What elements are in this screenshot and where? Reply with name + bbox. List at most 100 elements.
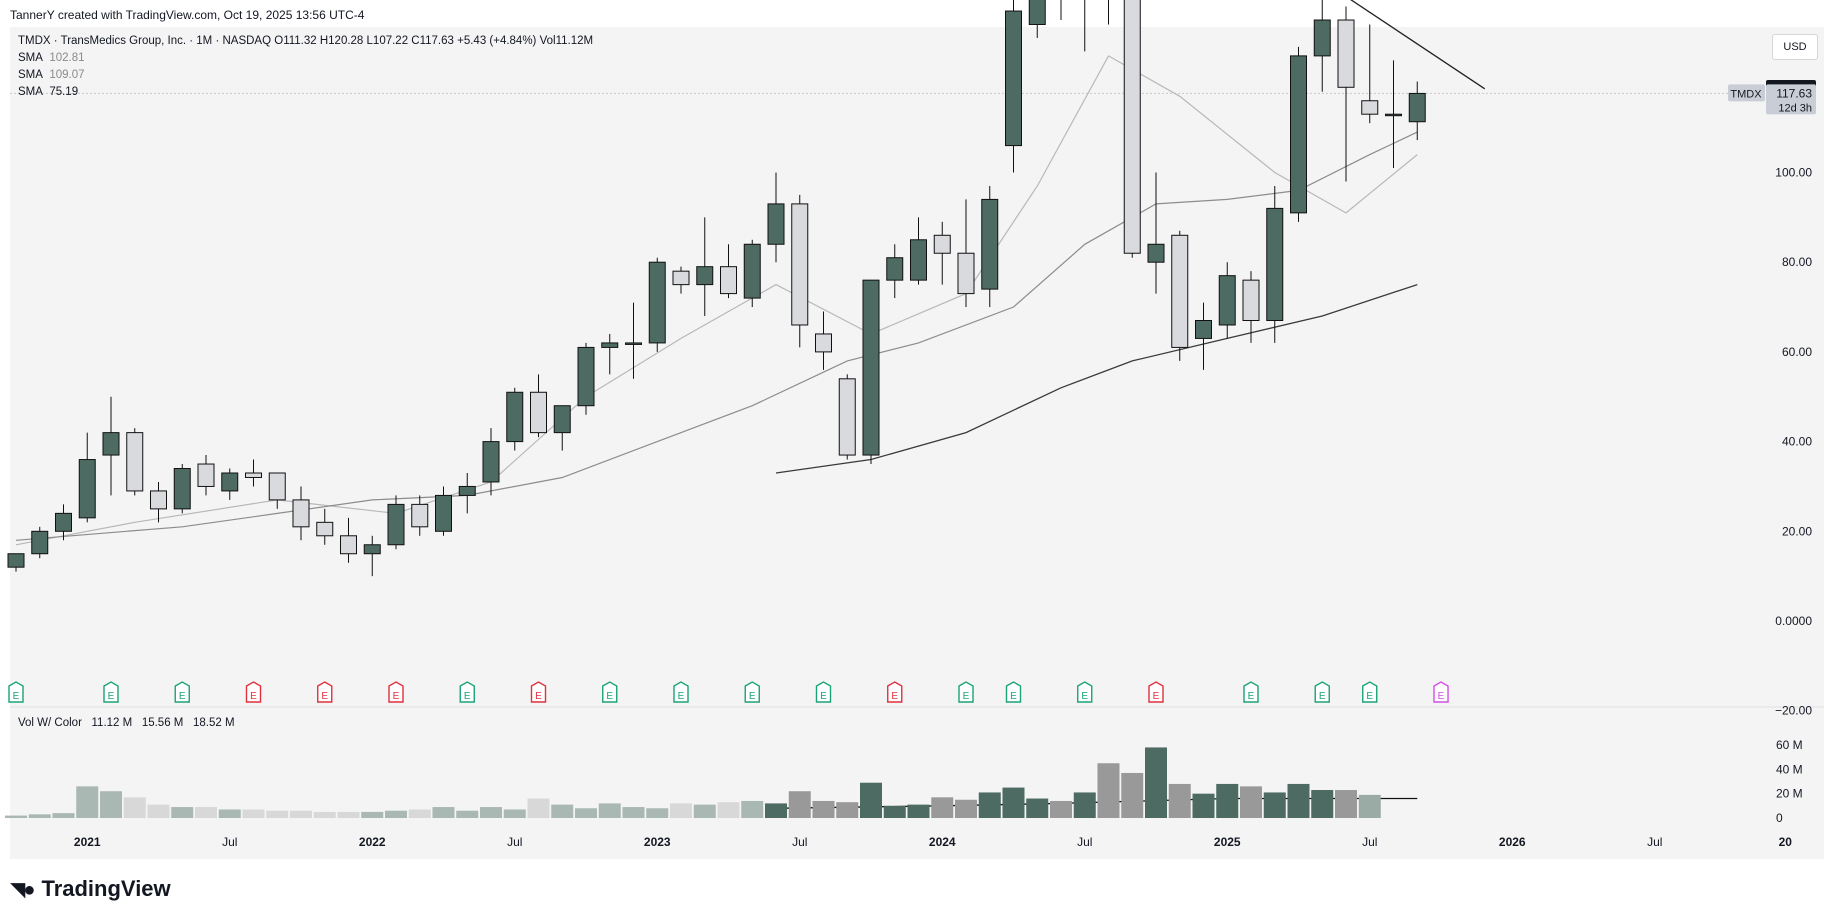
earnings-marker-label: E	[393, 691, 400, 702]
earnings-marker-shape	[673, 681, 689, 703]
candle-body	[458, 485, 476, 496]
volume-bar	[1145, 747, 1167, 818]
current-price-text: 117.63	[1776, 86, 1812, 100]
earnings-marker: E	[815, 681, 832, 703]
earnings-marker: E	[1433, 681, 1449, 703]
volume-bar	[5, 815, 27, 818]
volume-bar	[290, 810, 312, 818]
volume-tick-label: 60 M	[1776, 738, 1803, 752]
volume-tick-label: 40 M	[1776, 762, 1803, 776]
volume-axis: 60 M 40 M 20 M 0	[1776, 738, 1803, 825]
volume-bar	[765, 803, 787, 818]
volume-bar	[218, 809, 241, 818]
time-tick-label: Jul	[222, 835, 237, 849]
earnings-marker-shape	[103, 681, 119, 703]
earnings-marker-label: E	[179, 691, 186, 702]
candle-body	[1028, 0, 1046, 25]
candle-body	[1005, 10, 1022, 147]
time-tick-label: 2023	[644, 835, 671, 849]
tradingview-logo-text: TradingView	[41, 876, 171, 901]
sma-legend-3[interactable]: SMA 75.19	[18, 86, 78, 98]
volume-bar	[931, 797, 954, 818]
candle-body	[316, 521, 334, 537]
volume-bar	[266, 810, 289, 818]
candle-body	[838, 378, 856, 456]
volume-bar	[1097, 763, 1120, 818]
earnings-marker-label: E	[749, 691, 756, 702]
volume-bar	[646, 808, 669, 818]
sma-legend-1[interactable]: SMA 102.81	[18, 52, 85, 64]
candle-body	[1385, 113, 1402, 117]
volume-legend-value: 11.12 M	[91, 717, 133, 729]
candle-body	[150, 490, 167, 510]
earnings-marker: E	[602, 681, 618, 703]
volume-bar	[1192, 793, 1215, 818]
candle-body	[791, 203, 809, 326]
candle-body	[553, 405, 571, 434]
earnings-marker-label: E	[678, 691, 685, 702]
chart-panel[interactable]	[10, 27, 1824, 859]
countdown-text: 12d 3h	[1778, 102, 1812, 114]
candle-body	[1147, 243, 1165, 263]
time-tick-label: Jul	[792, 835, 807, 849]
price-tick-label: 40.00	[1782, 435, 1812, 449]
earnings-marker-label: E	[1366, 691, 1373, 702]
candle-body	[577, 346, 595, 407]
earnings-marker-label: E	[963, 691, 970, 702]
candle-body	[743, 243, 761, 299]
candle-body	[981, 198, 999, 290]
time-tick-label: Jul	[1647, 835, 1662, 849]
candle-body	[31, 530, 49, 555]
candle-body	[1195, 320, 1212, 339]
candle-body	[268, 472, 286, 501]
candle-body	[126, 432, 144, 492]
publish-credit: TannerY created with TradingView.com, Oc…	[10, 8, 365, 22]
price-tick-label: −20.00	[1775, 704, 1812, 718]
candle-body	[767, 203, 785, 245]
volume-tick-label: 0	[1776, 811, 1783, 825]
candle-body	[648, 261, 666, 344]
earnings-marker-shape	[887, 681, 903, 703]
volume-bar	[693, 804, 716, 818]
symbol-tag-text: TMDX	[1730, 88, 1762, 100]
volume-bars	[5, 747, 1381, 818]
sma-line	[775, 283, 1418, 474]
candle-body	[363, 544, 381, 555]
earnings-marker-label: E	[1248, 691, 1255, 702]
earnings-marker-shape	[317, 681, 333, 703]
currency-button[interactable]: USD	[1772, 34, 1818, 60]
sma-legend-2[interactable]: SMA 109.07	[18, 69, 85, 81]
candle-body	[957, 252, 975, 295]
earnings-marker-label: E	[108, 691, 115, 702]
candle-body	[340, 535, 357, 555]
earnings-marker: E	[245, 681, 262, 703]
volume-bar	[860, 782, 882, 818]
earnings-marker: E	[1362, 681, 1378, 703]
volume-bar	[1121, 772, 1144, 818]
sma-lines	[15, 55, 1418, 809]
volume-bar	[1050, 800, 1072, 818]
current-price-label: TMDX 117.63 12d 3h	[1728, 84, 1816, 115]
time-axis: 2021 Jul 2022 Jul 2023 Jul 2024 Jul 2025 Jul 2026 J…	[74, 835, 1792, 849]
earnings-marker-label: E	[321, 691, 328, 702]
sma-legend-label: SMA	[18, 52, 43, 64]
time-tick-label: 2022	[359, 835, 386, 849]
earnings-marker: E	[1243, 681, 1259, 703]
earnings-marker-shape	[958, 681, 974, 703]
price-tick-label: 0.0000	[1775, 614, 1812, 628]
volume-tick-label: 20 M	[1776, 787, 1803, 801]
volume-bar	[195, 807, 217, 818]
volume-bar	[242, 809, 265, 818]
volume-bar	[313, 811, 336, 818]
candle-body	[173, 468, 191, 510]
candle-body	[7, 553, 25, 568]
volume-bar	[100, 791, 122, 818]
volume-bar	[1073, 792, 1096, 818]
volume-bar	[883, 805, 906, 818]
volume-bar	[361, 811, 384, 818]
candle-body	[886, 257, 904, 281]
volume-legend[interactable]: Vol W/ Color 11.12 M 15.56 M 18.52 M	[18, 717, 235, 729]
earnings-marker-shape	[388, 681, 404, 703]
